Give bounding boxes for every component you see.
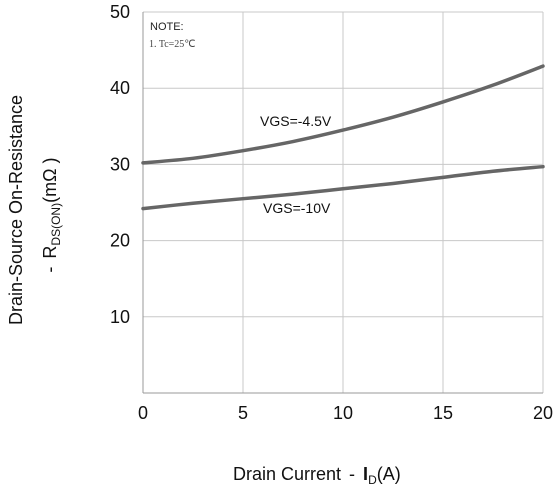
x-tick-label: 10 [333, 403, 353, 423]
series-lines [141, 64, 545, 211]
x-tick-label: 15 [433, 403, 453, 423]
note-title: NOTE: [150, 21, 184, 33]
x-axis-label: Drain Current - ID(A) [233, 464, 401, 487]
x-tick-label: 0 [138, 403, 148, 423]
series-line-vgs-10v [141, 164, 545, 211]
y-tick-label: 30 [110, 154, 130, 174]
series-label-vgs-10v: VGS=-10V [263, 200, 331, 216]
series-line-vgs-4-5v [141, 64, 545, 165]
grid-lines [143, 11, 544, 393]
y-tick-label: 10 [110, 307, 130, 327]
y-axis-label: Drain-Source On-Resistance [6, 95, 26, 325]
y-tick-label: 50 [110, 2, 130, 22]
x-axis-label-subscript: D [368, 473, 377, 487]
y-axis-label-subscript: DS(ON) [49, 203, 63, 246]
y-axis-label-r: R [40, 246, 60, 259]
y-axis-label-unit: (mΩ ) [40, 157, 60, 202]
x-tick-label: 20 [533, 403, 553, 423]
labels: NOTE: 1. Tc=25℃ Drain-Source On-Resistan… [6, 2, 553, 487]
x-axis-label-i: I [363, 464, 368, 484]
y-tick-label: 20 [110, 231, 130, 251]
series-label-vgs-4-5v: VGS=-4.5V [260, 113, 332, 129]
y-axis-label-symbol: - RDS(ON)(mΩ ) [40, 157, 63, 272]
axes [142, 12, 543, 394]
x-axis-label-text: Drain Current [233, 464, 341, 484]
x-axis-label-unit: (A) [377, 464, 401, 484]
y-axis-label-dash: - [40, 267, 60, 273]
x-axis-label-dash: - [349, 464, 355, 484]
x-tick-label: 5 [238, 403, 248, 423]
y-tick-label: 40 [110, 78, 130, 98]
note-line: 1. Tc=25℃ [149, 39, 196, 50]
